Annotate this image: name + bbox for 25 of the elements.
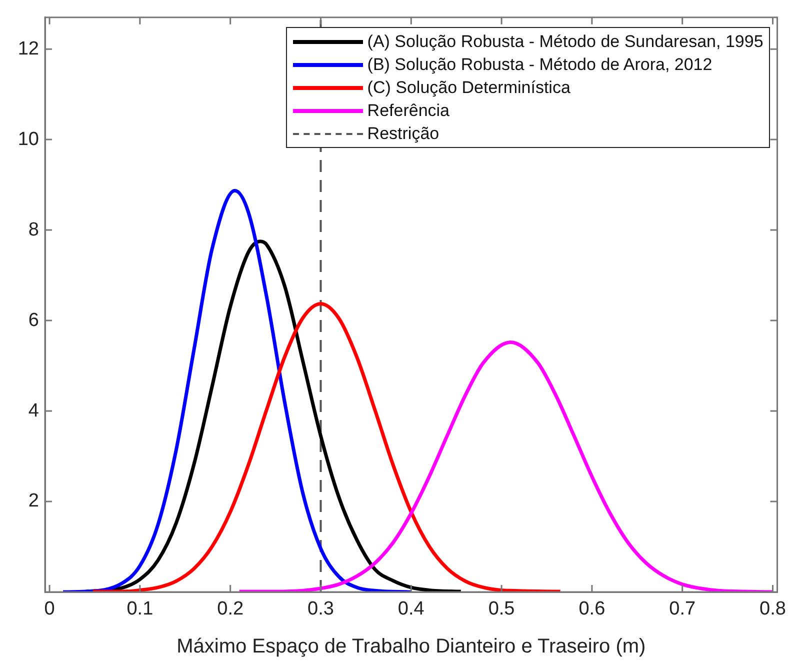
legend-label: (A) Solução Robusta - Método de Sundaresan, 1995 xyxy=(367,32,764,52)
line-series xyxy=(91,302,562,592)
x-tick-label: 0.8 xyxy=(760,598,786,620)
line-series xyxy=(84,240,463,592)
legend-label: (B) Solução Robusta - Método de Arora, 2012 xyxy=(367,54,712,75)
x-tick-label: 0.6 xyxy=(578,598,606,620)
x-tick-label: 0.3 xyxy=(308,598,334,620)
x-tick-label: 0.7 xyxy=(669,598,696,620)
x-tick-label: 0.1 xyxy=(126,598,154,620)
y-tick-label: 10 xyxy=(18,128,39,150)
x-tick-label: 0 xyxy=(44,598,55,620)
x-tick-label: 0.2 xyxy=(217,598,244,620)
ref-line-label: Restrição xyxy=(367,124,440,144)
line-series xyxy=(61,188,413,592)
y-tick-label: 8 xyxy=(28,219,39,240)
legend-label: (C) Solução Determinística xyxy=(367,78,570,98)
y-tick-label: 4 xyxy=(28,400,40,422)
x-tick-label: 0.4 xyxy=(398,598,425,620)
x-axis-title: Máximo Espaço de Trabalho Dianteiro e Traseiro (m) xyxy=(176,636,646,658)
legend-label: Referência xyxy=(367,100,450,121)
line-series xyxy=(238,340,774,592)
y-tick-label: 6 xyxy=(28,310,39,331)
x-tick-label: 0.5 xyxy=(488,598,515,620)
y-tick-label: 2 xyxy=(28,490,39,512)
y-tick-label: 12 xyxy=(18,38,39,60)
